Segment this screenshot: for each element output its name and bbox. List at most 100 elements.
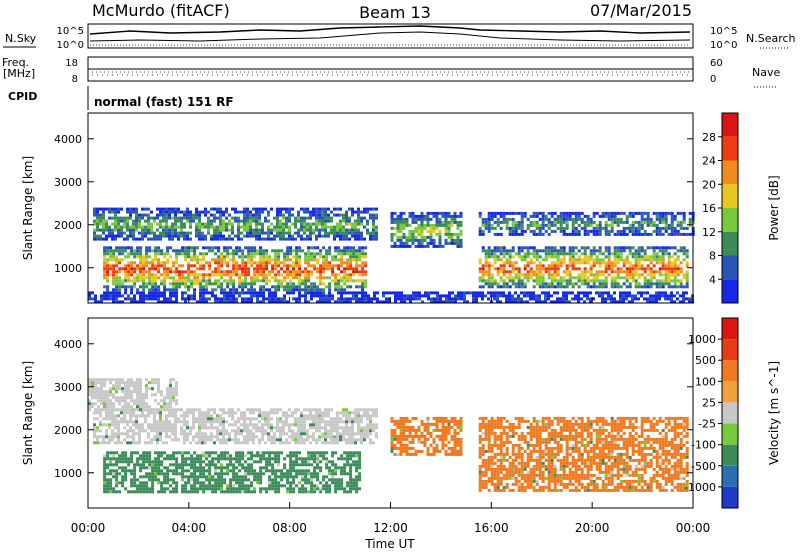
heatmap-cell	[168, 231, 171, 235]
heatmap-cell	[96, 234, 99, 238]
heatmap-cell	[219, 210, 222, 214]
heatmap-cell	[667, 258, 671, 262]
heatmap-cell	[435, 220, 439, 224]
heatmap-cell	[670, 214, 674, 218]
heatmap-cell	[301, 472, 305, 476]
heatmap-cell	[490, 282, 494, 286]
heatmap-cell	[274, 264, 278, 268]
heatmap-cell	[129, 207, 132, 211]
heatmap-cell	[508, 279, 512, 283]
heatmap-cell	[667, 255, 671, 259]
heatmap-cell	[568, 255, 572, 259]
heatmap-cell	[142, 451, 146, 455]
heatmap-cell	[297, 213, 300, 217]
heatmap-cell	[196, 487, 200, 491]
heatmap-cell	[667, 211, 671, 215]
heatmap-cell	[420, 211, 424, 215]
heatmap-cell	[586, 276, 590, 280]
heatmap-cell	[484, 264, 488, 268]
heatmap-cell	[277, 469, 281, 473]
heatmap-cell	[151, 288, 155, 292]
heatmap-cell	[667, 226, 671, 230]
heatmap-cell	[352, 258, 356, 262]
heatmap-cell	[343, 451, 347, 455]
heatmap-cell	[273, 225, 276, 229]
heatmap-cell	[96, 228, 99, 232]
heatmap-cell	[130, 267, 134, 271]
heatmap-cell	[444, 238, 448, 242]
heatmap-cell	[238, 484, 242, 488]
heatmap-cell	[330, 210, 333, 214]
heatmap-cell	[222, 432, 225, 436]
heatmap-cell	[319, 288, 323, 292]
heatmap-cell	[270, 237, 273, 241]
heatmap-cell	[306, 216, 309, 220]
heatmap-cell	[324, 234, 327, 238]
heatmap-cell	[316, 294, 319, 298]
heatmap-cell	[201, 210, 204, 214]
heatmap-cell	[133, 472, 137, 476]
heatmap-cell	[180, 228, 183, 232]
heatmap-cell	[538, 285, 542, 289]
heatmap-cell	[160, 472, 164, 476]
heatmap-cell	[313, 472, 317, 476]
heatmap-cell	[138, 426, 141, 430]
heatmap-cell	[111, 435, 114, 439]
heatmap-cell	[336, 234, 339, 238]
heatmap-cell	[247, 300, 250, 304]
heatmap-cell	[289, 249, 293, 253]
heatmap-cell	[313, 475, 317, 479]
heatmap-cell	[139, 258, 143, 262]
heatmap-cell	[517, 211, 521, 215]
heatmap-cell	[229, 478, 233, 482]
heatmap-cell	[252, 411, 255, 415]
heatmap-cell	[300, 225, 303, 229]
heatmap-cell	[190, 294, 193, 298]
heatmap-cell	[229, 297, 232, 301]
heatmap-cell	[405, 241, 409, 245]
heatmap-cell	[508, 276, 512, 280]
heatmap-cell	[295, 454, 299, 458]
heatmap-cell	[634, 267, 638, 271]
heatmap-cell	[225, 207, 228, 211]
heatmap-cell	[246, 234, 249, 238]
heatmap-cell	[156, 432, 159, 436]
heatmap-cell	[288, 213, 291, 217]
heatmap-cell	[310, 475, 314, 479]
heatmap-cell	[592, 232, 596, 236]
heatmap-cell	[304, 472, 308, 476]
heatmap-cell	[181, 490, 185, 494]
heatmap-cell	[372, 219, 375, 223]
heatmap-cell	[307, 451, 311, 455]
heatmap-cell	[583, 226, 587, 230]
heatmap-cell	[354, 219, 357, 223]
heatmap-cell	[277, 255, 281, 259]
heatmap-cell	[360, 222, 363, 226]
heatmap-cell	[580, 258, 584, 262]
heatmap-cell	[351, 207, 354, 211]
heatmap-cell	[289, 270, 293, 274]
heatmap-cell	[183, 429, 186, 433]
heatmap-cell	[435, 217, 439, 221]
heatmap-cell	[631, 273, 635, 277]
heatmap-cell	[160, 273, 164, 277]
heatmap-cell	[325, 294, 328, 298]
heatmap-cell	[216, 237, 219, 241]
heatmap-cell	[262, 457, 266, 461]
heatmap-cell	[592, 252, 596, 256]
heatmap-cell	[502, 279, 506, 283]
heatmap-cell	[108, 441, 111, 445]
heatmap-cell	[154, 463, 158, 467]
heatmap-cell	[124, 487, 128, 491]
heatmap-cell	[291, 207, 294, 211]
heatmap-cell	[508, 252, 512, 256]
heatmap-cell	[315, 210, 318, 214]
heatmap-cell	[568, 270, 572, 274]
heatmap-cell	[168, 411, 171, 415]
heatmap-cell	[204, 411, 207, 415]
heatmap-cell	[502, 294, 505, 298]
heatmap-cell	[268, 270, 272, 274]
heatmap-cell	[676, 264, 680, 268]
heatmap-cell	[93, 441, 96, 445]
heatmap-cell	[142, 460, 146, 464]
